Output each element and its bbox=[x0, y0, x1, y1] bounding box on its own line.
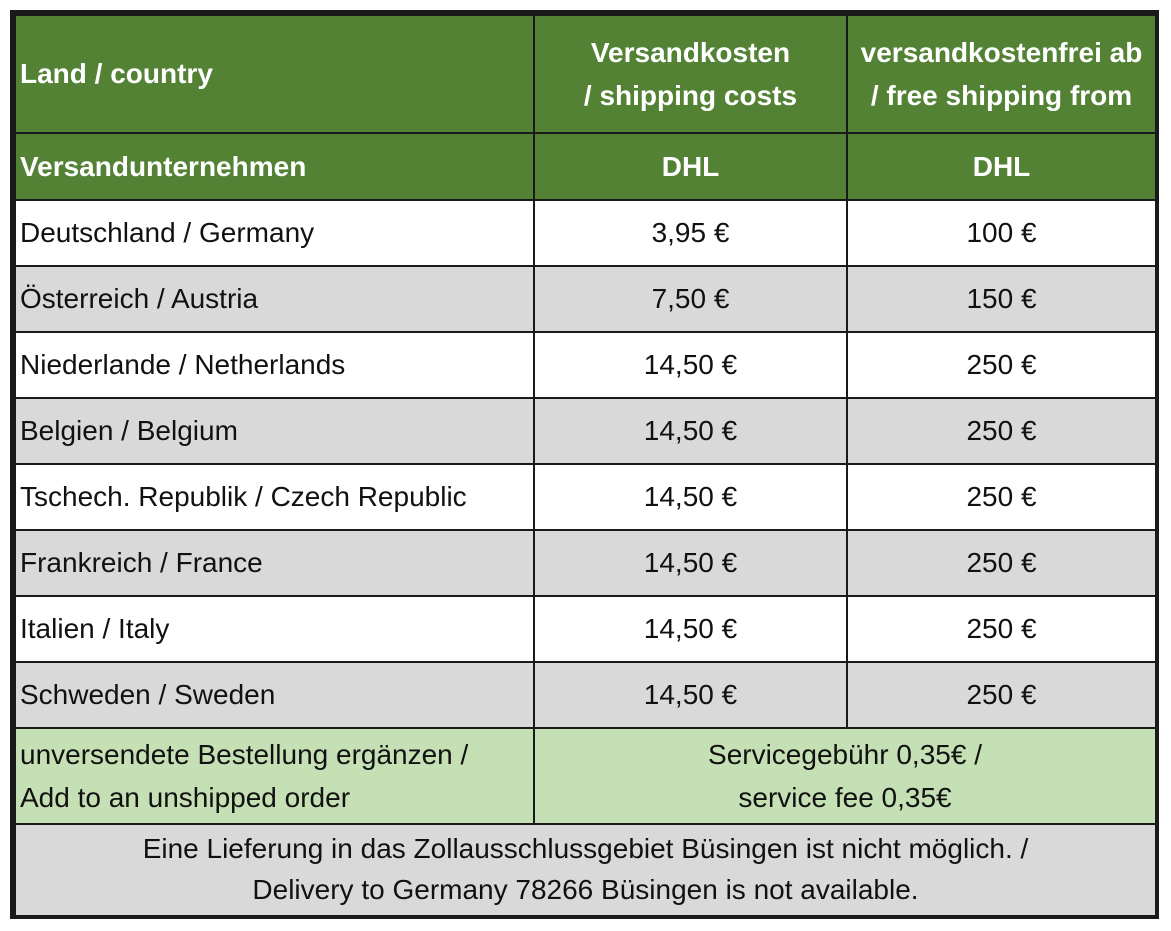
carrier-shipping: DHL bbox=[533, 132, 848, 201]
country-cell: Schweden / Sweden bbox=[14, 661, 535, 729]
header-free-shipping-line2: / free shipping from bbox=[870, 80, 1133, 111]
shipping-cost-cell: 14,50 € bbox=[533, 661, 848, 729]
header-country: Land / country bbox=[14, 14, 535, 134]
table-row: Österreich / Austria 7,50 € 150 € bbox=[14, 265, 1157, 333]
table-row: Belgien / Belgium 14,50 € 250 € bbox=[14, 397, 1157, 465]
country-cell: Frankreich / France bbox=[14, 529, 535, 597]
service-fee-line1: Servicegebühr 0,35€ / bbox=[708, 738, 982, 770]
carrier-row: Versandunternehmen DHL DHL bbox=[14, 132, 1157, 201]
country-cell: Italien / Italy bbox=[14, 595, 535, 663]
country-cell: Deutschland / Germany bbox=[14, 199, 535, 267]
service-fee-line2: service fee 0,35€ bbox=[738, 782, 952, 813]
table-row: Italien / Italy 14,50 € 250 € bbox=[14, 595, 1157, 663]
service-label-line1: unversendete Bestellung ergänzen / bbox=[20, 738, 469, 770]
free-from-cell: 250 € bbox=[846, 661, 1157, 729]
delivery-note-cell: Eine Lieferung in das Zollausschlussgebi… bbox=[14, 823, 1157, 917]
free-from-cell: 100 € bbox=[846, 199, 1157, 267]
shipping-cost-cell: 14,50 € bbox=[533, 463, 848, 531]
free-from-cell: 250 € bbox=[846, 595, 1157, 663]
carrier-free-shipping: DHL bbox=[846, 132, 1157, 201]
shipping-cost-cell: 14,50 € bbox=[533, 397, 848, 465]
country-cell: Belgien / Belgium bbox=[14, 397, 535, 465]
shipping-cost-cell: 3,95 € bbox=[533, 199, 848, 267]
table-row: Deutschland / Germany 3,95 € 100 € bbox=[14, 199, 1157, 267]
table-row: Frankreich / France 14,50 € 250 € bbox=[14, 529, 1157, 597]
table-row: Schweden / Sweden 14,50 € 250 € bbox=[14, 661, 1157, 729]
shipping-table-container: Land / country Versandkosten / shipping … bbox=[10, 10, 1159, 919]
free-from-cell: 250 € bbox=[846, 529, 1157, 597]
table-row: Niederlande / Netherlands 14,50 € 250 € bbox=[14, 331, 1157, 399]
table-row: Tschech. Republik / Czech Republic 14,50… bbox=[14, 463, 1157, 531]
shipping-cost-cell: 14,50 € bbox=[533, 331, 848, 399]
header-shipping-costs-line2: / shipping costs bbox=[583, 80, 798, 111]
header-free-shipping-line1: versandkostenfrei ab bbox=[860, 36, 1143, 68]
header-free-shipping: versandkostenfrei ab / free shipping fro… bbox=[846, 14, 1157, 134]
service-fee-row: unversendete Bestellung ergänzen / Add t… bbox=[14, 727, 1157, 825]
shipping-cost-cell: 7,50 € bbox=[533, 265, 848, 333]
free-from-cell: 250 € bbox=[846, 397, 1157, 465]
service-fee-cell: Servicegebühr 0,35€ / service fee 0,35€ bbox=[533, 727, 1157, 825]
shipping-cost-cell: 14,50 € bbox=[533, 529, 848, 597]
country-cell: Österreich / Austria bbox=[14, 265, 535, 333]
carrier-label: Versandunternehmen bbox=[14, 132, 535, 201]
service-label-line2: Add to an unshipped order bbox=[20, 782, 351, 813]
free-from-cell: 150 € bbox=[846, 265, 1157, 333]
delivery-note-line2: Delivery to Germany 78266 Büsingen is no… bbox=[252, 874, 919, 905]
header-shipping-costs: Versandkosten / shipping costs bbox=[533, 14, 848, 134]
country-cell: Niederlande / Netherlands bbox=[14, 331, 535, 399]
delivery-note-row: Eine Lieferung in das Zollausschlussgebi… bbox=[14, 823, 1157, 917]
header-row: Land / country Versandkosten / shipping … bbox=[14, 14, 1157, 134]
shipping-cost-cell: 14,50 € bbox=[533, 595, 848, 663]
shipping-costs-table: Land / country Versandkosten / shipping … bbox=[14, 14, 1157, 917]
header-shipping-costs-line1: Versandkosten bbox=[590, 36, 791, 68]
country-cell: Tschech. Republik / Czech Republic bbox=[14, 463, 535, 531]
free-from-cell: 250 € bbox=[846, 331, 1157, 399]
service-label-cell: unversendete Bestellung ergänzen / Add t… bbox=[14, 727, 535, 825]
free-from-cell: 250 € bbox=[846, 463, 1157, 531]
delivery-note-line1: Eine Lieferung in das Zollausschlussgebi… bbox=[142, 833, 1029, 865]
